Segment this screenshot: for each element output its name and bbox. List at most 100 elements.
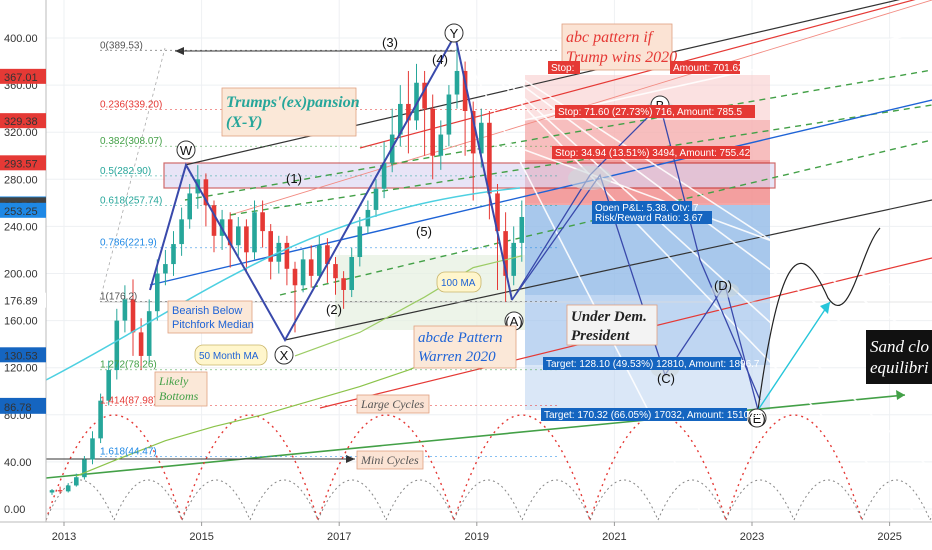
wave-label: (3) [382,35,398,50]
abc-pattern-box [561,23,673,71]
wave-label: (5) [416,224,432,239]
candle-body-10 [130,299,136,333]
candle-body-49 [446,94,452,135]
fan-line-6 [454,34,721,550]
target1-label: Target: 128.10 (49.53%) 12810, Amount: 1… [546,359,760,370]
target2-label-bg [541,408,747,421]
x-tick-label-0: 2013 [52,531,76,543]
y-tick-label-2: 320.00 [4,127,38,139]
candle-body-29 [284,242,290,269]
candle-body-52 [470,111,476,154]
amount1-label-bg [670,61,740,74]
candle-body-45 [414,82,419,121]
candle-body-25 [252,212,257,253]
price-tag-bg-1 [0,113,46,129]
candle-body-30 [292,268,298,286]
sand-label: Sand clo equilibri [870,337,929,377]
sand-box [866,330,932,384]
y-tick-label-9: 40.00 [4,457,32,469]
amount1-label: Amount: 701.62 [673,63,744,74]
long-support-green [45,394,906,479]
candle-body-46 [422,82,427,109]
y-tick-label-7: 120.00 [4,363,38,375]
trump-expansion-box [221,87,357,137]
ma50-label-box [194,344,268,366]
wave-label: Y [450,26,459,41]
candle-body-24 [244,226,249,253]
candle-body-27 [268,231,273,262]
candle-body-20 [211,205,217,236]
y-tick-label-6: 160.00 [4,316,38,328]
pitchfork-upper-red [359,0,916,149]
candle-body-3 [74,477,79,486]
large-cycle-2 [317,414,455,521]
candle-body-47 [430,108,435,156]
price-tag-bg-10 [0,398,46,414]
candle-body-40 [373,188,379,210]
candle-body-7 [106,370,111,401]
candle-body-17 [187,193,192,220]
rebound-arrow [757,301,831,411]
ma100-label: 100 MA [441,278,476,289]
fib-label-6: 1(176.2) [100,292,137,303]
wxy-path [149,32,513,343]
ma100-label-box [436,271,482,293]
rr-label-bg [592,211,712,224]
candle-body-41 [381,162,387,189]
ma-cloud [335,255,525,330]
y-tick-label-10: 0.00 [4,504,25,516]
y-tick-label-5: 200.00 [4,269,38,281]
stop2-label: Stop: 71.60 (27.73%) 716, Amount: 785.5 [558,107,742,118]
x-axis-bg [0,522,932,550]
price-tag-bg-7 [0,292,46,308]
stop1-label-bg [548,61,580,74]
fib-label-4: 0.618(257.74) [100,196,162,207]
candle-body-8 [114,320,120,371]
ma100-line [294,255,522,357]
price-tag-bg-0 [0,68,46,84]
green-dash-1 [184,69,932,201]
candle-body-9 [122,299,128,321]
candle-body-0 [49,490,55,493]
candle-body-1 [57,490,63,492]
candle-body-12 [146,311,152,356]
candle-body-23 [236,226,241,246]
price-tag-8: 130.53 [4,350,38,362]
abcde-pattern: abcde Pattern Warren 2020 [418,330,503,365]
x-tick-label-6: 2025 [877,531,901,543]
large-cycles-box [356,394,430,414]
candle-body-53 [479,122,484,154]
bearish: Bearish Below Pitchfork Median [172,305,254,331]
abc-pattern: abc pattern if Trump wins 2020 [566,29,677,66]
gray-blob-2 [711,282,739,298]
large-cycles: Large Cycles [360,397,425,411]
openpl-label: Open P&L: 5.38, Qty: 7 [595,203,699,214]
wave-label: (D) [714,278,732,293]
ma50-label: 50 Month MA [199,351,259,362]
large-cycle-4 [589,414,727,521]
under-dem-box [566,304,658,346]
fib-label-5: 0.786(221.9) [100,238,157,249]
candle-body-2 [65,485,71,492]
candle-body-19 [203,179,209,206]
candle-body-37 [349,257,354,290]
wave-circle [176,140,196,160]
fib-label-0: 0(389.53) [100,40,143,51]
top-arrow-head [175,47,184,55]
mini-cycles-head [346,455,355,463]
stop1-label: Stop: [551,63,574,74]
y-tick-label-3: 280.00 [4,174,38,186]
wave-label: W [180,143,193,158]
wave-label: X [280,348,289,363]
wave-label: (C) [657,371,675,386]
candle-body-43 [398,103,403,135]
fib-label-8: 1.414(87.98) [100,395,157,406]
large-cycle-1 [181,414,319,521]
candle-body-16 [179,219,184,245]
candle-body-56 [503,231,508,276]
y-axis-bg [0,0,46,522]
likely-bottoms: Likely Bottoms [158,374,199,403]
y-tick-label-0: 400.00 [4,33,38,45]
price-tag-bg-8 [0,347,46,363]
